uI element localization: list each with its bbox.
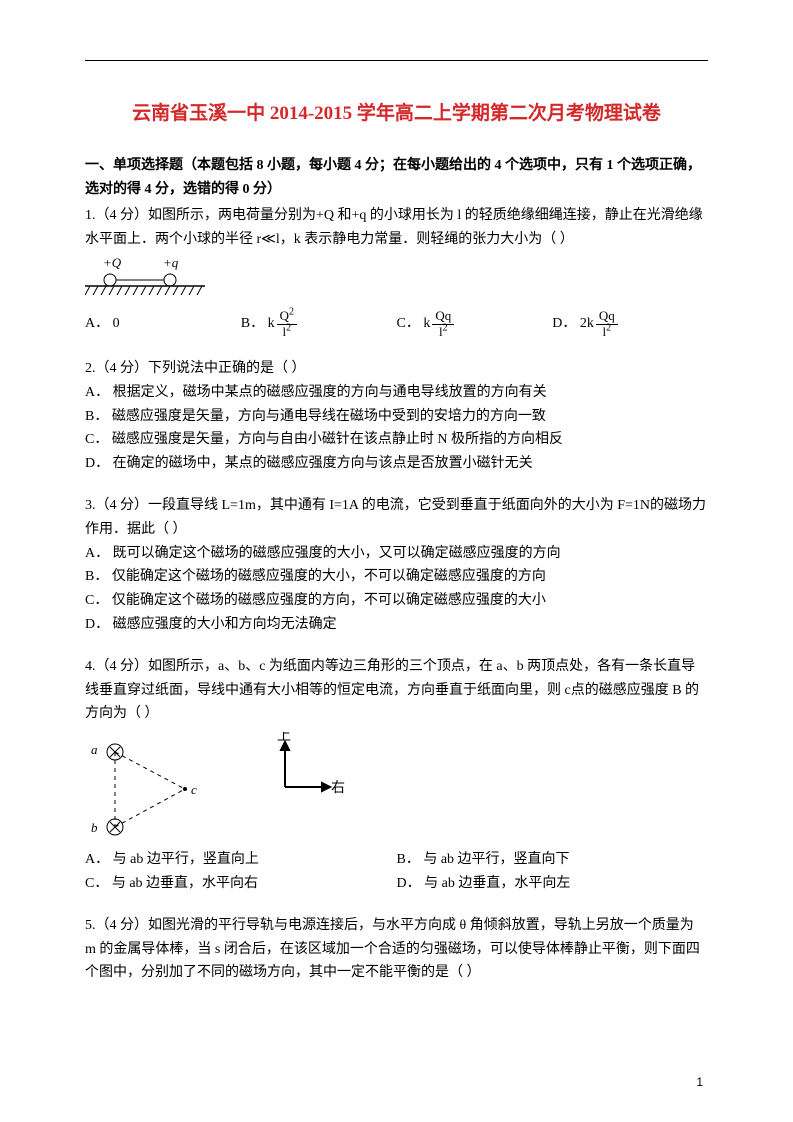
q1-label-q: +q: [163, 255, 179, 270]
q4-figure: a b c 上 右: [85, 732, 708, 842]
q1-stem: 1.（4 分）如图所示，两电荷量分别为+Q 和+q 的小球用长为 l 的轻质绝缘…: [85, 204, 708, 252]
q2-option-D: D． 在确定的磁场中，某点的磁感应强度方向与该点是否放置小磁针无关: [85, 452, 708, 476]
q1-C-supden: 2: [443, 322, 448, 333]
q4-option-D: D． 与 ab 边垂直，水平向左: [397, 872, 709, 896]
q2-option-A: A． 根据定义，磁场中某点的磁感应强度的方向与通电导线放置的方向有关: [85, 381, 708, 405]
q2-option-C: C． 磁感应强度是矢量，方向与自由小磁针在该点静止时 N 极所指的方向相反: [85, 428, 708, 452]
q1-B-supnum: 2: [289, 307, 294, 318]
q4-option-B: B． 与 ab 边平行，竖直向下: [397, 848, 709, 872]
section-1-header: 一、单项选择题（本题包括 8 小题，每小题 4 分；在每小题给出的 4 个选项中…: [85, 154, 708, 202]
q4-diagram: a b c 上 右: [85, 732, 345, 842]
question-5: 5.（4 分）如图光滑的平行导轨与电源连接后，与水平方向成 θ 角倾斜放置，导轨…: [85, 914, 708, 985]
q2-options: A． 根据定义，磁场中某点的磁感应强度的方向与通电导线放置的方向有关 B． 磁感…: [85, 381, 708, 476]
q1-C-prefix: C．: [397, 317, 420, 332]
q2-stem: 2.（4 分）下列说法中正确的是（ ）: [85, 357, 708, 381]
q1-D-supden: 2: [606, 322, 611, 333]
q4-label-c: c: [191, 782, 197, 797]
q1-B-num: Q: [280, 308, 289, 323]
q1-C-k: k: [423, 317, 430, 332]
q1-option-D: D． 2kQql2: [552, 309, 708, 339]
q1-B-k: k: [268, 317, 275, 332]
q1-C-frac: Qql2: [432, 309, 454, 339]
exam-title: 云南省玉溪一中 2014-2015 学年高二上学期第二次月考物理试卷: [85, 98, 708, 130]
q3-options: A． 既可以确定这个磁场的磁感应强度的大小，又可以确定磁感应强度的方向 B． 仅…: [85, 542, 708, 637]
question-1: 1.（4 分）如图所示，两电荷量分别为+Q 和+q 的小球用长为 l 的轻质绝缘…: [85, 204, 708, 339]
page-number: 1: [696, 1072, 703, 1092]
q4-option-A: A． 与 ab 边平行，竖直向上: [85, 848, 397, 872]
question-3: 3.（4 分）一段直导线 L=1m，其中通有 I=1A 的电流，它受到垂直于纸面…: [85, 494, 708, 637]
q4-option-C: C． 与 ab 边垂直，水平向右: [85, 872, 397, 896]
q1-figure: +Q +q: [85, 255, 708, 299]
q1-D-frac: Qql2: [596, 309, 618, 339]
q1-B-frac: Q2l2: [277, 309, 297, 339]
q4-label-up: 上: [277, 732, 291, 744]
top-rule: [85, 60, 708, 61]
q1-B-supden: 2: [286, 322, 291, 333]
q4-label-right: 右: [331, 780, 345, 796]
q3-option-A: A． 既可以确定这个磁场的磁感应强度的大小，又可以确定磁感应强度的方向: [85, 542, 708, 566]
q4-label-b: b: [91, 820, 98, 835]
q1-diagram: +Q +q: [85, 255, 205, 299]
q3-option-D: D． 磁感应强度的大小和方向均无法确定: [85, 613, 708, 637]
q4-options: A． 与 ab 边平行，竖直向上 B． 与 ab 边平行，竖直向下 C． 与 a…: [85, 848, 708, 896]
q1-option-C: C． kQql2: [397, 309, 553, 339]
q3-option-B: B． 仅能确定这个磁场的磁感应强度的大小，不可以确定磁感应强度的方向: [85, 565, 708, 589]
q1-option-B: B． kQ2l2: [241, 309, 397, 339]
q1-label-Q: +Q: [103, 255, 122, 270]
q4-label-a: a: [91, 742, 98, 757]
q1-options: A． 0 B． kQ2l2 C． kQql2 D． 2kQql2: [85, 309, 708, 339]
q4-stem: 4.（4 分）如图所示，a、b、c 为纸面内等边三角形的三个顶点，在 a、b 两…: [85, 655, 708, 726]
q1-D-prefix: D．: [552, 317, 576, 332]
question-4: 4.（4 分）如图所示，a、b、c 为纸面内等边三角形的三个顶点，在 a、b 两…: [85, 655, 708, 896]
q1-B-prefix: B．: [241, 317, 264, 332]
q3-option-C: C． 仅能确定这个磁场的磁感应强度的方向，不可以确定磁感应强度的大小: [85, 589, 708, 613]
q1-option-A: A． 0: [85, 312, 241, 336]
q3-stem: 3.（4 分）一段直导线 L=1m，其中通有 I=1A 的电流，它受到垂直于纸面…: [85, 494, 708, 542]
q1-D-k: 2k: [580, 317, 594, 332]
question-2: 2.（4 分）下列说法中正确的是（ ） A． 根据定义，磁场中某点的磁感应强度的…: [85, 357, 708, 476]
q2-option-B: B． 磁感应强度是矢量，方向与通电导线在磁场中受到的安培力的方向一致: [85, 405, 708, 429]
q5-stem: 5.（4 分）如图光滑的平行导轨与电源连接后，与水平方向成 θ 角倾斜放置，导轨…: [85, 914, 708, 985]
